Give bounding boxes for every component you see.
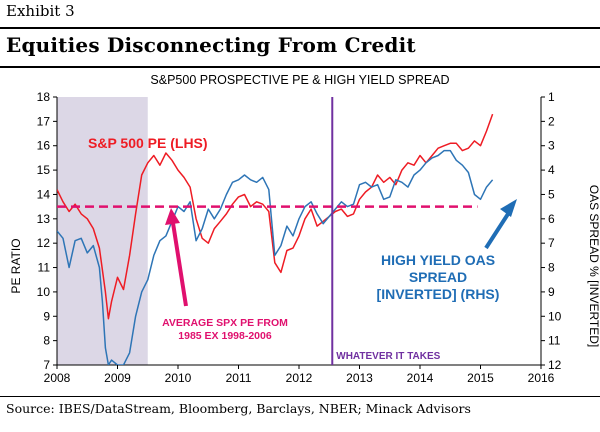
y2-tick-label: 10 — [548, 309, 562, 323]
y2-tick-label: 9 — [548, 285, 555, 299]
sp500-pe-annotation: S&P 500 PE (LHS) — [88, 135, 208, 151]
y-tick-label: 12 — [37, 236, 51, 250]
y-tick-label: 18 — [37, 90, 51, 104]
x-tick-label: 2010 — [165, 371, 192, 385]
chart-title: S&P500 PROSPECTIVE PE & HIGH YIELD SPREA… — [150, 73, 449, 87]
x-tick-label: 2009 — [104, 371, 131, 385]
pe-spread-chart: S&P500 PROSPECTIVE PE & HIGH YIELD SPREA… — [9, 73, 600, 385]
x-tick-label: 2016 — [528, 371, 555, 385]
footer-divider — [0, 396, 600, 397]
average-pe-arrowhead — [165, 208, 180, 225]
y-tick-label: 13 — [37, 212, 51, 226]
y2-tick-label: 11 — [548, 334, 561, 348]
y2-tick-label: 2 — [548, 114, 555, 128]
x-tick-label: 2015 — [467, 371, 494, 385]
average-pe-annotation: AVERAGE SPX PE FROM 1985 EX 1998-2006 — [162, 317, 288, 342]
y-tick-label: 9 — [43, 309, 50, 323]
y-tick-label: 16 — [37, 139, 51, 153]
y-tick-label: 11 — [38, 261, 51, 275]
y-tick-label: 15 — [37, 163, 51, 177]
y2-tick-label: 7 — [548, 236, 555, 250]
y-tick-label: 14 — [37, 187, 51, 201]
y2-tick-label: 12 — [548, 358, 562, 372]
x-tick-label: 2014 — [407, 371, 434, 385]
whatever-it-takes-label: WHATEVER IT TAKES — [336, 351, 440, 362]
hy-spread-annotation: HIGH YIELD OAS SPREAD [INVERTED] (RHS) — [377, 252, 500, 302]
y-tick-label: 7 — [43, 358, 50, 372]
y2-tick-label: 4 — [548, 163, 555, 177]
x-tick-label: 2008 — [44, 371, 71, 385]
source-note: Source: IBES/DataStream, Bloomberg, Barc… — [6, 401, 471, 416]
x-tick-label: 2011 — [226, 371, 252, 385]
page-title: Equities Disconnecting From Credit — [6, 33, 416, 57]
y-tick-label: 17 — [37, 114, 51, 128]
y2-tick-label: 3 — [548, 139, 555, 153]
y2-tick-label: 8 — [548, 261, 555, 275]
title-divider — [0, 66, 600, 68]
y2-tick-label: 5 — [548, 187, 555, 201]
x-tick-label: 2013 — [346, 371, 373, 385]
sp500-pe-line — [57, 113, 494, 320]
average-pe-arrow — [171, 222, 188, 307]
y2-tick-label: 6 — [548, 212, 555, 226]
y-axis-label: PE RATIO — [9, 238, 23, 293]
top-divider — [0, 27, 600, 29]
hy-spread-arrowhead — [500, 199, 517, 217]
hy-spread-arrow — [484, 212, 510, 250]
x-tick-label: 2012 — [286, 371, 313, 385]
hy-oas-spread-line — [57, 149, 494, 365]
y2-tick-label: 1 — [548, 90, 555, 104]
y-tick-label: 10 — [37, 285, 51, 299]
exhibit-label: Exhibit 3 — [6, 2, 75, 20]
y-tick-label: 8 — [43, 334, 50, 348]
y2-axis-label: OAS SPREAD % [INVERTED] — [587, 185, 600, 348]
